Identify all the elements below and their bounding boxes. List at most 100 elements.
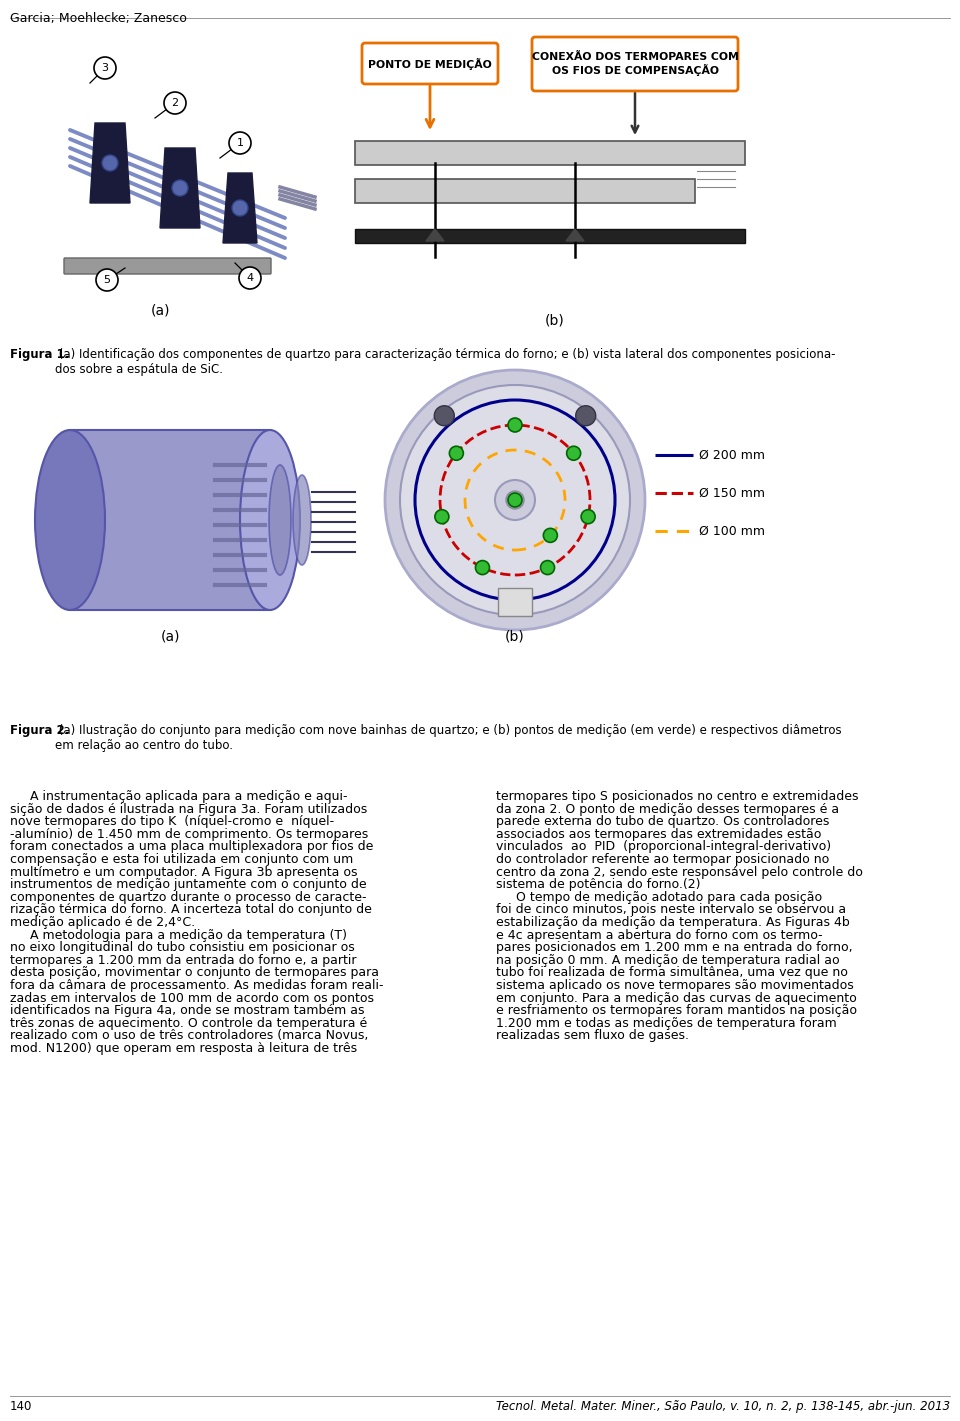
Text: realizado com o uso de três controladores (marca Novus,: realizado com o uso de três controladore…	[10, 1029, 369, 1043]
Circle shape	[449, 446, 464, 460]
Text: foi de cinco minutos, pois neste intervalo se observou a: foi de cinco minutos, pois neste interva…	[496, 904, 846, 917]
Ellipse shape	[269, 465, 291, 576]
Text: A instrumentação aplicada para a medição e aqui-: A instrumentação aplicada para a medição…	[10, 790, 348, 803]
Text: sistema aplicado os nove termopares são movimentados: sistema aplicado os nove termopares são …	[496, 979, 853, 992]
Text: e resfriamento os termopares foram mantidos na posição: e resfriamento os termopares foram manti…	[496, 1005, 857, 1017]
Text: associados aos termopares das extremidades estão: associados aos termopares das extremidad…	[496, 828, 822, 841]
Text: três zonas de aquecimento. O controle da temperatura é: três zonas de aquecimento. O controle da…	[10, 1017, 368, 1030]
Text: tubo foi realizada de forma simultânea, uma vez que no: tubo foi realizada de forma simultânea, …	[496, 966, 848, 979]
Bar	[355, 141, 745, 165]
Text: pares posicionados em 1.200 mm e na entrada do forno,: pares posicionados em 1.200 mm e na entr…	[496, 941, 852, 953]
Text: -alumínio) de 1.450 mm de comprimento. Os termopares: -alumínio) de 1.450 mm de comprimento. O…	[10, 828, 369, 841]
Circle shape	[576, 406, 596, 426]
Circle shape	[434, 406, 454, 426]
Circle shape	[475, 560, 490, 574]
Circle shape	[543, 529, 558, 543]
Circle shape	[102, 155, 118, 171]
Polygon shape	[223, 173, 257, 243]
Text: compensação e esta foi utilizada em conjunto com um: compensação e esta foi utilizada em conj…	[10, 853, 353, 865]
Ellipse shape	[240, 431, 300, 610]
Circle shape	[540, 560, 555, 574]
Text: desta posição, movimentar o conjunto de termopares para: desta posição, movimentar o conjunto de …	[10, 966, 379, 979]
Text: (b): (b)	[505, 630, 525, 644]
Text: 2: 2	[172, 98, 179, 108]
Bar	[355, 179, 695, 203]
Circle shape	[229, 132, 251, 153]
Text: do controlador referente ao termopar posicionado no: do controlador referente ao termopar pos…	[496, 853, 829, 865]
Circle shape	[239, 267, 261, 288]
Circle shape	[506, 492, 524, 509]
Text: 1.200 mm e todas as medições de temperatura foram: 1.200 mm e todas as medições de temperat…	[496, 1017, 837, 1030]
Text: 5: 5	[104, 276, 110, 286]
Circle shape	[566, 446, 581, 460]
Circle shape	[172, 180, 188, 196]
Text: (b): (b)	[545, 313, 564, 327]
Text: A metodologia para a medição da temperatura (T): A metodologia para a medição da temperat…	[10, 928, 347, 942]
Text: 1: 1	[236, 138, 244, 148]
Ellipse shape	[35, 431, 105, 610]
Circle shape	[164, 92, 186, 114]
Circle shape	[232, 200, 248, 216]
Polygon shape	[160, 148, 200, 227]
Text: identificados na Figura 4a, onde se mostram também as: identificados na Figura 4a, onde se most…	[10, 1005, 365, 1017]
Circle shape	[400, 385, 630, 615]
Bar	[498, 588, 532, 615]
Polygon shape	[566, 229, 584, 242]
Circle shape	[385, 369, 645, 630]
Text: realizadas sem fluxo de gases.: realizadas sem fluxo de gases.	[496, 1029, 689, 1043]
Text: Ø 100 mm: Ø 100 mm	[699, 524, 765, 537]
Text: estabilização da medição da temperatura. As Figuras 4b: estabilização da medição da temperatura.…	[496, 917, 850, 929]
Text: rização térmica do forno. A incerteza total do conjunto de: rização térmica do forno. A incerteza to…	[10, 904, 372, 917]
Polygon shape	[426, 229, 444, 242]
Text: (a): (a)	[160, 630, 180, 644]
Text: mod. N1200) que operam em resposta à leitura de três: mod. N1200) que operam em resposta à lei…	[10, 1042, 357, 1054]
Polygon shape	[90, 124, 130, 203]
Circle shape	[96, 269, 118, 291]
Circle shape	[94, 57, 116, 80]
Text: medição aplicado é de 2,4°C.: medição aplicado é de 2,4°C.	[10, 917, 195, 929]
Text: 140: 140	[10, 1400, 33, 1412]
Text: em conjunto. Para a medição das curvas de aquecimento: em conjunto. Para a medição das curvas d…	[496, 992, 856, 1005]
Text: termopares a 1.200 mm da entrada do forno e, a partir: termopares a 1.200 mm da entrada do forn…	[10, 953, 356, 966]
Bar	[355, 229, 745, 243]
Text: Ø 150 mm: Ø 150 mm	[699, 486, 765, 500]
Text: CONEXÃO DOS TERMOPARES COM
OS FIOS DE COMPENSAÇÃO: CONEXÃO DOS TERMOPARES COM OS FIOS DE CO…	[532, 53, 738, 77]
Text: e 4c apresentam a abertura do forno com os termo-: e 4c apresentam a abertura do forno com …	[496, 928, 823, 942]
Text: parede externa do tubo de quartzo. Os controladores: parede externa do tubo de quartzo. Os co…	[496, 816, 829, 828]
Text: Garcia; Moehlecke; Zanesco: Garcia; Moehlecke; Zanesco	[10, 11, 187, 26]
Bar	[70, 431, 270, 610]
FancyBboxPatch shape	[362, 43, 498, 84]
Text: O tempo de medição adotado para cada posição: O tempo de medição adotado para cada pos…	[496, 891, 822, 904]
Text: (a): (a)	[151, 303, 170, 317]
Circle shape	[508, 493, 522, 507]
Circle shape	[581, 510, 595, 524]
Text: Tecnol. Metal. Mater. Miner., São Paulo, v. 10, n. 2, p. 138-145, abr.-jun. 2013: Tecnol. Metal. Mater. Miner., São Paulo,…	[496, 1400, 950, 1412]
Text: Figura 1.: Figura 1.	[10, 348, 69, 361]
FancyBboxPatch shape	[532, 37, 738, 91]
Text: Ø 200 mm: Ø 200 mm	[699, 449, 765, 462]
Text: sição de dados é ilustrada na Figura 3a. Foram utilizados: sição de dados é ilustrada na Figura 3a.…	[10, 803, 368, 816]
Text: no eixo longitudinal do tubo consistiu em posicionar os: no eixo longitudinal do tubo consistiu e…	[10, 941, 355, 953]
Text: fora da câmara de processamento. As medidas foram reali-: fora da câmara de processamento. As medi…	[10, 979, 383, 992]
Circle shape	[495, 480, 535, 520]
Text: centro da zona 2, sendo este responsável pelo controle do: centro da zona 2, sendo este responsável…	[496, 865, 863, 878]
Text: (a) Ilustração do conjunto para medição com nove bainhas de quartzo; e (b) ponto: (a) Ilustração do conjunto para medição …	[55, 725, 842, 752]
Text: sistema de potência do forno.(2): sistema de potência do forno.(2)	[496, 878, 701, 891]
Text: foram conectados a uma placa multiplexadora por fios de: foram conectados a uma placa multiplexad…	[10, 840, 373, 854]
Text: Figura 2.: Figura 2.	[10, 725, 69, 737]
Text: multímetro e um computador. A Figura 3b apresenta os: multímetro e um computador. A Figura 3b …	[10, 865, 357, 878]
Text: instrumentos de medição juntamente com o conjunto de: instrumentos de medição juntamente com o…	[10, 878, 367, 891]
Circle shape	[508, 418, 522, 432]
Text: vinculados  ao  PID  (proporcional-integral-derivativo): vinculados ao PID (proporcional-integral…	[496, 840, 831, 854]
Text: componentes de quartzo durante o processo de caracte-: componentes de quartzo durante o process…	[10, 891, 367, 904]
Ellipse shape	[293, 475, 311, 566]
Text: na posição 0 mm. A medição de temperatura radial ao: na posição 0 mm. A medição de temperatur…	[496, 953, 840, 966]
Text: zadas em intervalos de 100 mm de acordo com os pontos: zadas em intervalos de 100 mm de acordo …	[10, 992, 374, 1005]
Text: 4: 4	[247, 273, 253, 283]
Text: (a) Identificação dos componentes de quartzo para caracterização térmica do forn: (a) Identificação dos componentes de qua…	[55, 348, 835, 377]
FancyBboxPatch shape	[64, 259, 271, 274]
Text: 3: 3	[102, 63, 108, 72]
Text: nove termopares do tipo K  (níquel-cromo e  níquel-: nove termopares do tipo K (níquel-cromo …	[10, 816, 334, 828]
Circle shape	[435, 510, 449, 524]
Text: da zona 2. O ponto de medição desses termopares é a: da zona 2. O ponto de medição desses ter…	[496, 803, 839, 816]
